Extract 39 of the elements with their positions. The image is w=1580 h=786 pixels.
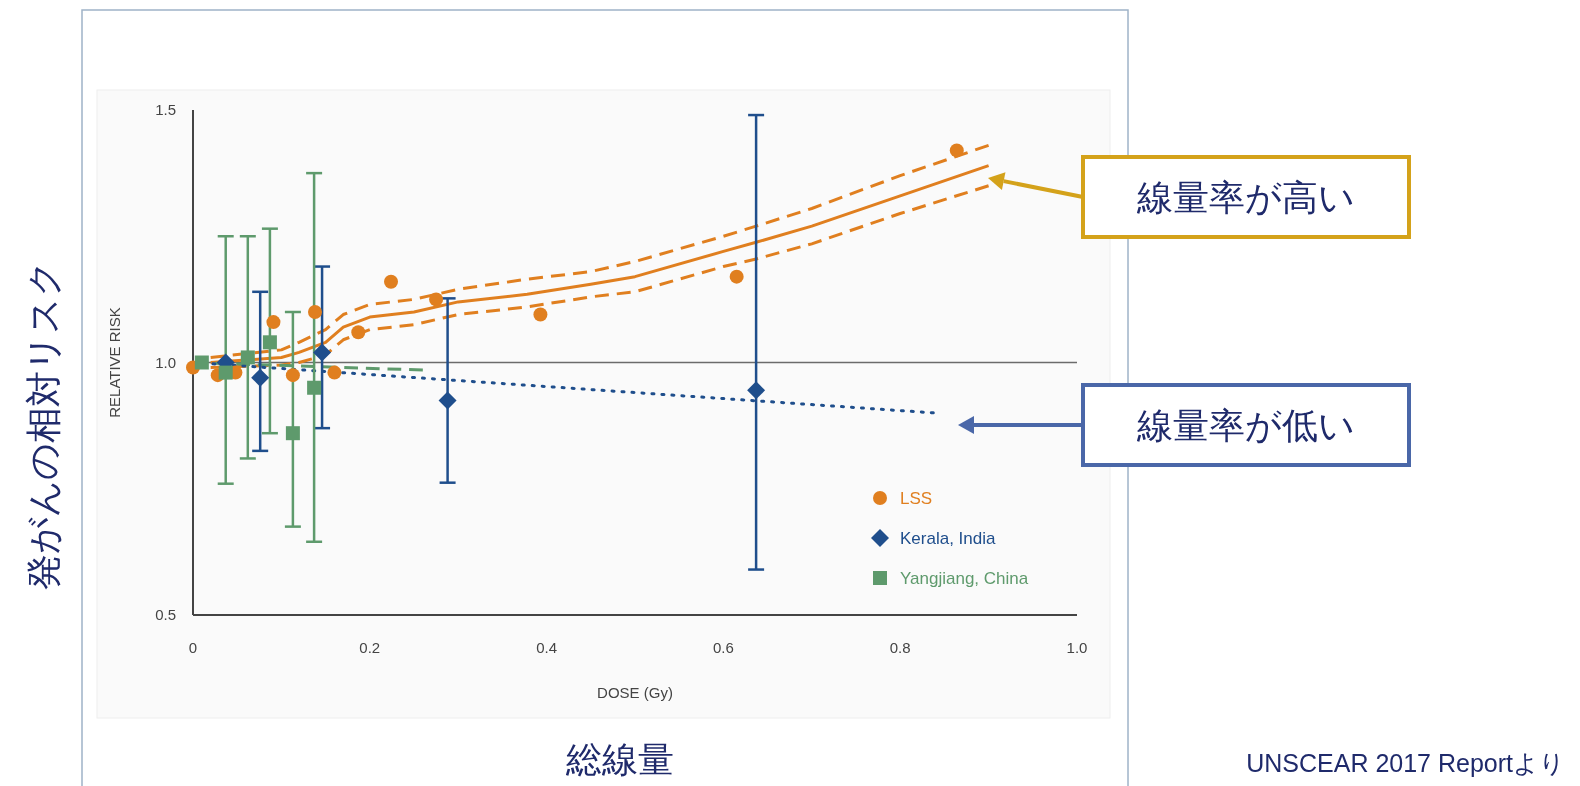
point — [262, 335, 277, 350]
point — [240, 350, 255, 365]
point — [438, 391, 457, 410]
x-tick-label: 0 — [188, 639, 198, 656]
point — [327, 365, 342, 380]
y-axis-title: RELATIVE RISK — [106, 307, 123, 418]
point — [429, 292, 444, 307]
text: 線量率が低い — [1136, 405, 1355, 446]
x-axis-title: DOSE (Gy) — [597, 684, 673, 701]
point — [307, 380, 322, 395]
point — [194, 355, 209, 370]
point — [251, 368, 270, 387]
x-tick-label: 0.2 — [359, 639, 381, 656]
text: 総線量 — [565, 739, 674, 780]
point — [285, 426, 300, 441]
point — [949, 143, 964, 158]
point — [351, 325, 366, 340]
y-tick-label: 1.0 — [155, 353, 176, 371]
legend-label: Yangjiang, China — [900, 569, 1029, 588]
point — [533, 307, 548, 322]
point — [313, 343, 332, 362]
point — [266, 315, 281, 330]
text: 発がんの相対リスク — [23, 260, 64, 590]
x-tick-label: 0.6 — [712, 639, 734, 656]
point — [307, 305, 322, 319]
point — [384, 274, 399, 289]
point — [729, 269, 744, 284]
legend-label: LSS — [900, 489, 933, 508]
x-tick-label: 1.0 — [1066, 639, 1088, 656]
y-tick-label: 1.5 — [155, 101, 176, 118]
text: 線量率が高い — [1136, 177, 1355, 218]
x-tick-label: 0.8 — [889, 639, 911, 656]
point — [285, 368, 300, 383]
point — [218, 365, 233, 380]
legend-label: Kerala, India — [900, 529, 996, 548]
text: UNSCEAR 2017 Reportより — [1246, 749, 1565, 777]
x-tick-label: 0.4 — [536, 639, 558, 656]
y-tick-label: 0.5 — [155, 606, 176, 623]
point — [747, 381, 766, 400]
